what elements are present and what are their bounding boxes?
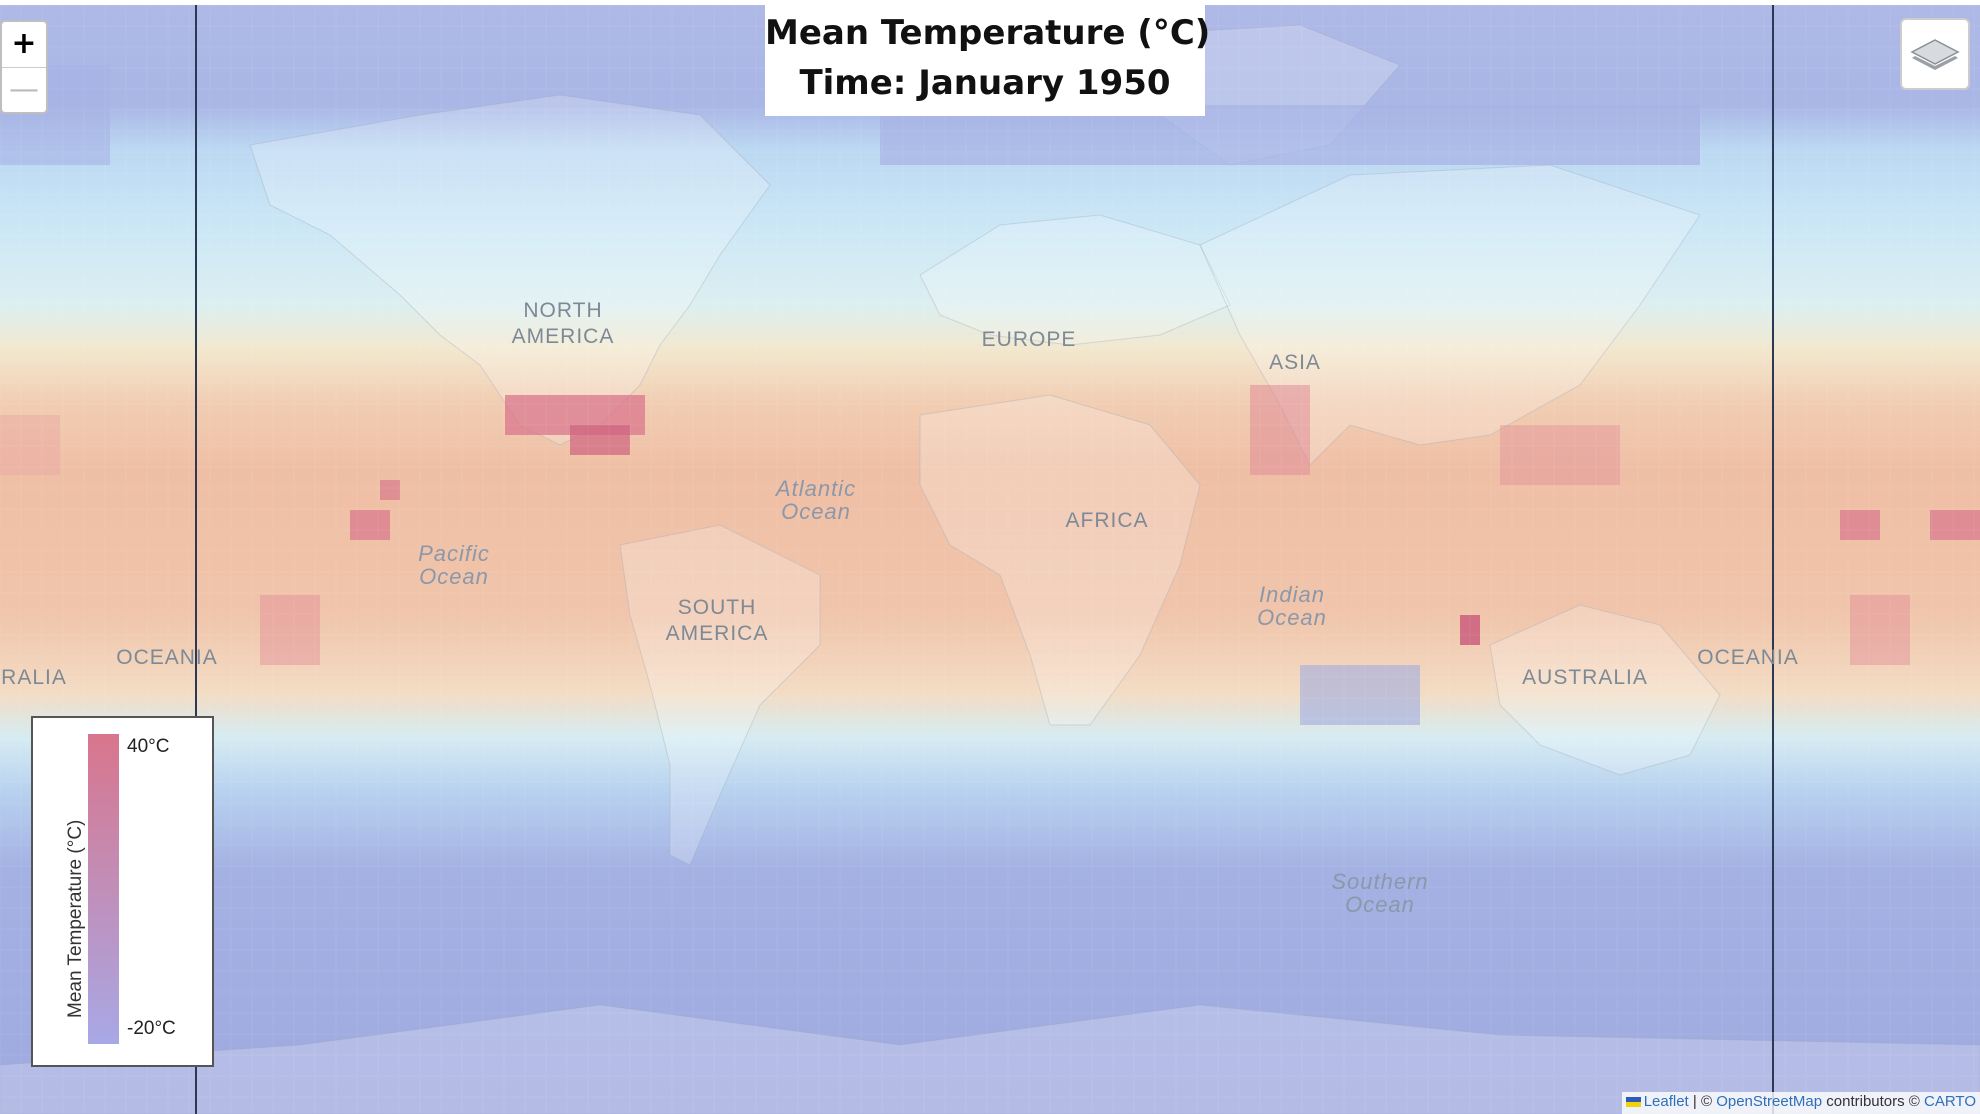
ukraine-flag-icon bbox=[1625, 1097, 1641, 1107]
label-atlantic-ocean: Atlantic Ocean bbox=[775, 476, 857, 524]
label-australia-wrap: RALIA bbox=[1, 666, 67, 689]
label-africa: AFRICA bbox=[1065, 509, 1149, 532]
osm-link[interactable]: OpenStreetMap bbox=[1716, 1093, 1823, 1110]
attribution-contributors: contributors © bbox=[1822, 1093, 1925, 1110]
attribution-separator: | © bbox=[1688, 1093, 1717, 1110]
legend-gradient-bar bbox=[88, 734, 119, 1044]
leaflet-link[interactable]: Leaflet bbox=[1643, 1093, 1689, 1110]
label-australia: AUSTRALIA bbox=[1522, 666, 1648, 689]
label-europe: EUROPE bbox=[981, 328, 1077, 351]
title-line-1: Mean Temperature (°C) bbox=[765, 13, 1211, 53]
zoom-in-button[interactable]: + bbox=[11, 26, 37, 61]
zoom-control: + — bbox=[0, 20, 48, 114]
attribution: Leaflet | © OpenStreetMap contributors ©… bbox=[1621, 1092, 1980, 1114]
legend-min-label: -20°C bbox=[127, 1018, 176, 1039]
map-title: Mean Temperature (°C) Time: January 1950 bbox=[765, 0, 1211, 116]
layers-button[interactable] bbox=[1900, 18, 1970, 90]
map-canvas[interactable]: NORTH AMERICA SOUTH AMERICA EUROPE ASIA AF… bbox=[0, 5, 1980, 1114]
label-oceania-right: OCEANIA bbox=[1697, 646, 1799, 669]
color-legend: Mean Temperature (°C) 40°C -20°C bbox=[31, 716, 214, 1067]
label-southern-ocean: Southern Ocean bbox=[1331, 869, 1429, 917]
grid-pixels bbox=[0, 5, 1980, 1114]
zoom-out-button[interactable]: — bbox=[2, 67, 46, 113]
layers-icon bbox=[1910, 39, 1960, 70]
temperature-map bbox=[0, 5, 1980, 1114]
label-asia: ASIA bbox=[1269, 351, 1321, 374]
label-north-america: NORTH AMERICA bbox=[511, 299, 615, 348]
legend-max-label: 40°C bbox=[127, 736, 170, 757]
label-indian-ocean: Indian Ocean bbox=[1257, 582, 1327, 630]
label-pacific-ocean: Pacific Ocean bbox=[418, 541, 490, 589]
carto-link[interactable]: CARTO bbox=[1924, 1093, 1976, 1110]
title-line-2: Time: January 1950 bbox=[799, 63, 1171, 103]
label-oceania-left: OCEANIA bbox=[116, 646, 218, 669]
legend-title: Mean Temperature (°C) bbox=[65, 819, 86, 1018]
label-south-america: SOUTH AMERICA bbox=[665, 596, 769, 645]
